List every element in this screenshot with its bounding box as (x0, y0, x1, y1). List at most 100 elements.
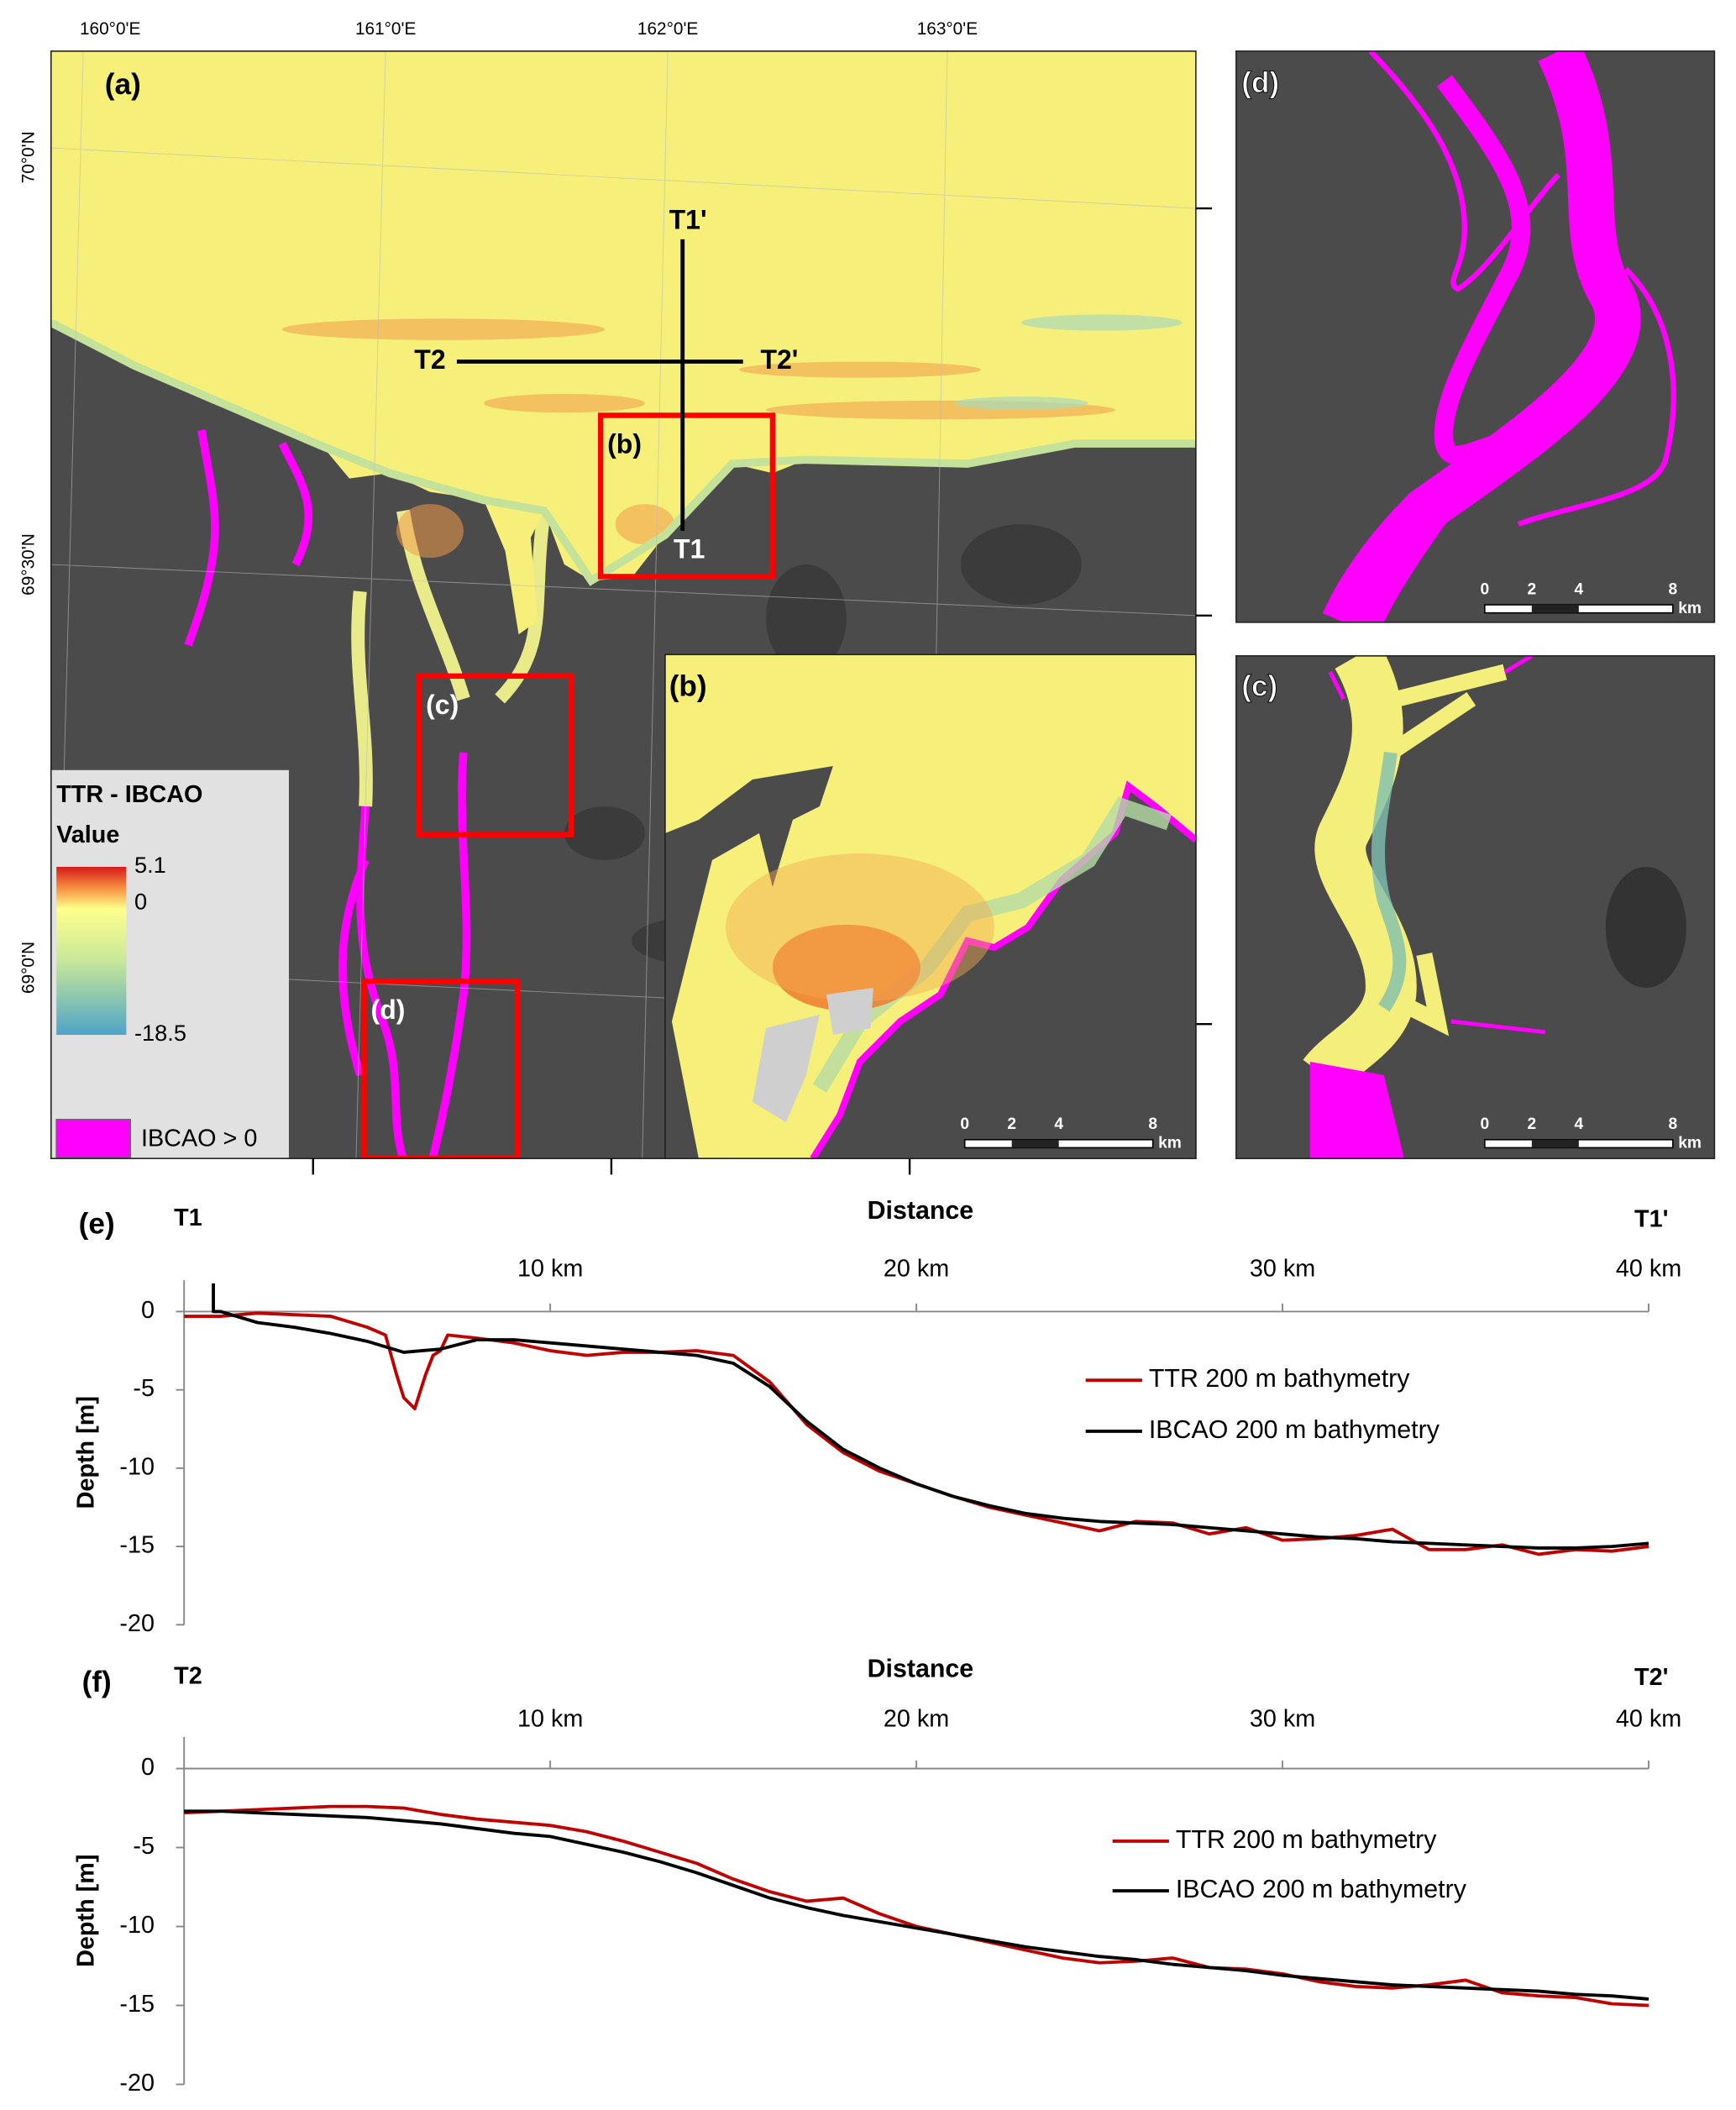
terrain-shade (564, 806, 645, 861)
panel-frame (1235, 655, 1716, 1159)
x-axis-title: Distance (868, 1196, 974, 1225)
mask-swatch (55, 1118, 131, 1158)
legend-subtitle: Value (56, 821, 119, 848)
scale-bar-label: 0 (1480, 581, 1489, 599)
sea (50, 50, 1196, 635)
channel-deep (1371, 752, 1407, 1012)
channel-branch (1386, 664, 1508, 1037)
transect-label: T2 (414, 344, 445, 375)
y-axis-title: Depth [m] (73, 1396, 100, 1509)
anomaly (738, 361, 981, 378)
transect-end: T2' (1634, 1664, 1668, 1691)
terrain-shade (960, 524, 1082, 606)
panel-frame (50, 50, 1197, 1159)
coast-band (810, 780, 1196, 1159)
panel-frame (1235, 50, 1716, 623)
colorbar-label: 0 (134, 888, 147, 914)
transect-label: T2' (760, 344, 798, 375)
legend-label: TTR 200 m bathymetry (1176, 1825, 1437, 1854)
panel-frame (664, 653, 1197, 1159)
x-tick-label: 10 km (517, 1256, 583, 1283)
x-tick-label: 10 km (517, 1706, 583, 1733)
legend-label: TTR 200 m bathymetry (1149, 1364, 1410, 1393)
lat-label: 69°0'N (19, 942, 39, 994)
x-tick-label: 30 km (1250, 1256, 1315, 1283)
scale-bar-label: 4 (1574, 1115, 1583, 1133)
legend-label: IBCAO 200 m bathymetry (1176, 1875, 1467, 1903)
colorbar-label: -18.5 (134, 1020, 186, 1046)
scale-bar-label: 0 (1480, 1115, 1489, 1133)
x-tick-label: 40 km (1616, 1706, 1681, 1733)
y-tick-label: -5 (133, 1375, 155, 1402)
lon-label: 160°0'E (80, 19, 140, 39)
y-tick-label: -10 (119, 1453, 155, 1480)
zoom-box-label: (c) (426, 690, 459, 720)
lat-label: 69°30'N (19, 533, 39, 596)
series-line (184, 1809, 1649, 2001)
scale-bar-label: 2 (1007, 1115, 1016, 1133)
y-tick-label: -5 (133, 1833, 155, 1860)
scale-bar-unit: km (1678, 600, 1702, 617)
mask-label: IBCAO > 0 (141, 1125, 257, 1152)
anomaly (483, 393, 645, 413)
coast-band (50, 318, 1196, 586)
scale-bar-segment (1011, 1139, 1059, 1148)
graticule (50, 50, 1196, 1159)
river-mask (1434, 75, 1548, 465)
panel-label: (a) (105, 68, 141, 101)
scale-bar-unit: km (1678, 1135, 1702, 1152)
lon-label: 162°0'E (637, 19, 698, 39)
terrain-shade (765, 564, 847, 673)
lat-label: 70°0'N (19, 131, 39, 183)
panel-label: (d) (1241, 66, 1279, 99)
panel-label: (b) (669, 670, 707, 703)
map-panel-c (1235, 655, 1715, 1159)
transect-label: T1 (674, 534, 705, 564)
anomaly (725, 853, 994, 1002)
channel (1303, 655, 1417, 1092)
series-line (184, 1311, 1649, 1556)
zoom-box-label: (d) (371, 995, 406, 1025)
panel-label: (e) (79, 1207, 115, 1240)
lon-label: 161°0'E (355, 19, 416, 39)
river-mask (1309, 1061, 1404, 1159)
land-patch (664, 840, 712, 1022)
scale-bar-label: 4 (1054, 1115, 1063, 1133)
lon-label: 163°0'E (917, 19, 978, 39)
y-tick-label: -15 (119, 1991, 155, 2018)
scale-bar-label: 8 (1668, 581, 1677, 599)
x-tick-label: 20 km (884, 1256, 949, 1283)
transect-start: T2 (174, 1662, 202, 1689)
scale-bar-label: 2 (1527, 581, 1536, 599)
anomaly (396, 504, 464, 559)
panel-label: (f) (82, 1666, 112, 1698)
zoom-box (597, 412, 776, 580)
legend-title: TTR - IBCAO (56, 781, 202, 808)
zoom-box-label: (b) (607, 429, 642, 459)
zoom-box (416, 673, 574, 837)
legend-label: IBCAO 200 m bathymetry (1149, 1415, 1440, 1444)
river-mask (1359, 450, 1488, 622)
y-axis-title: Depth [m] (73, 1855, 100, 1967)
scale-bar-label: 8 (1668, 1115, 1677, 1133)
river-mask (1322, 50, 1641, 622)
x-tick-label: 30 km (1250, 1706, 1315, 1733)
map-panel-b (664, 654, 1196, 1159)
scale-bar-unit: km (1158, 1135, 1182, 1152)
scale-bar-label: 8 (1148, 1115, 1157, 1133)
y-tick-label: -20 (119, 1610, 155, 1637)
x-axis-title: Distance (868, 1655, 974, 1683)
river-mask (1368, 50, 1676, 528)
transect-start: T1 (174, 1205, 202, 1231)
colorbar-label: 5.1 (134, 852, 166, 878)
scale-bar-label: 0 (960, 1115, 969, 1133)
anomaly (772, 924, 920, 1011)
y-tick-label: -15 (119, 1532, 155, 1559)
anomaly (281, 318, 605, 340)
series-line (212, 1283, 1649, 1550)
scale-bar-segment (1531, 605, 1579, 613)
land-patch (752, 988, 873, 1122)
y-tick-label: -10 (119, 1912, 155, 1939)
